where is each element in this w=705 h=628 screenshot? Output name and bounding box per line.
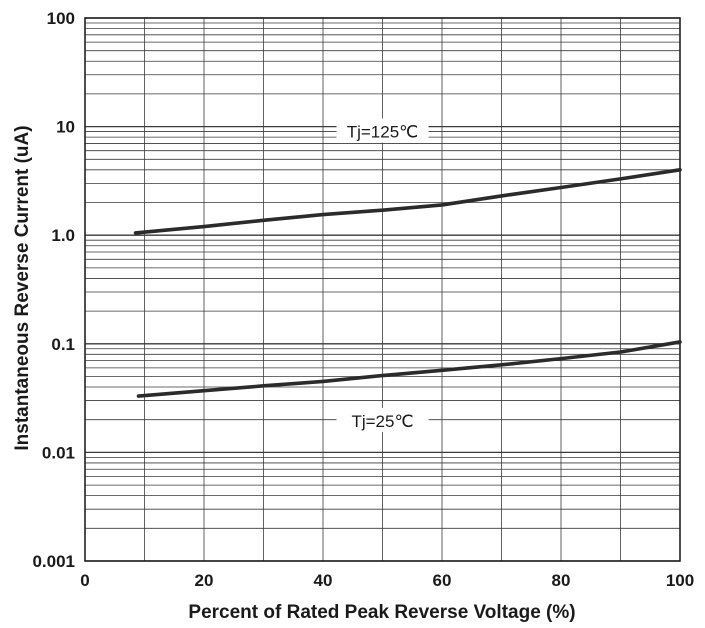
series-line-1 — [133, 168, 682, 235]
annotation-background — [336, 407, 429, 432]
series-label-2: Tj=25℃ — [351, 412, 413, 431]
tick-labels: 0 20 40 60 80 100 0.001 0.01 0.1 1.0 10 100 — [32, 9, 694, 590]
x-tick-label: 20 — [195, 571, 214, 590]
y-tick-label: 10 — [56, 118, 75, 137]
y-tick-label: 100 — [47, 9, 75, 28]
x-tick-label: 60 — [433, 571, 452, 590]
plot-frame — [84, 17, 681, 562]
series-line-2 — [136, 340, 682, 398]
annotations: Tj=125℃ Tj=25℃ — [336, 118, 429, 432]
series-layer — [133, 168, 682, 398]
y-tick-label: 1.0 — [51, 226, 75, 245]
x-tick-label: 40 — [314, 571, 333, 590]
y-tick-label: 0.001 — [32, 552, 75, 571]
y-axis-title: Instantaneous Reverse Current (uA) — [12, 125, 33, 450]
x-tick-label: 0 — [80, 571, 89, 590]
y-tick-label: 0.01 — [42, 443, 75, 462]
grid — [84, 17, 681, 562]
x-tick-label: 100 — [666, 571, 694, 590]
annotation-background — [336, 118, 429, 143]
series-label-1: Tj=125℃ — [347, 123, 419, 142]
y-tick-label: 0.1 — [51, 335, 75, 354]
x-tick-label: 80 — [552, 571, 571, 590]
x-axis-title: Percent of Rated Peak Reverse Voltage (%… — [188, 602, 575, 623]
